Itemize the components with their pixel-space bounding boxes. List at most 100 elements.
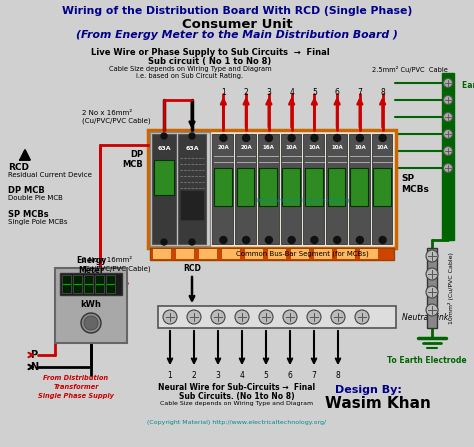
Circle shape [444,147,453,156]
Circle shape [163,310,177,324]
Text: 3: 3 [266,88,271,97]
Text: Neutral Link: Neutral Link [402,312,448,321]
Circle shape [161,133,167,139]
Circle shape [259,310,273,324]
Text: 3: 3 [216,371,220,380]
Bar [245,249,263,259]
Circle shape [189,133,195,139]
Text: SP
MCBs: SP MCBs [401,174,429,194]
Bar [350,168,368,206]
Bar [62,275,71,293]
Circle shape [355,310,369,324]
Text: To Earth Electrode: To Earth Electrode [387,356,467,365]
Text: 7: 7 [311,371,317,380]
Circle shape [426,250,438,262]
Circle shape [356,236,364,244]
Text: P: P [30,350,37,360]
Circle shape [426,304,438,316]
Circle shape [311,135,318,142]
Text: 6: 6 [288,371,292,380]
Text: 20A: 20A [218,145,229,150]
Bar [373,168,391,206]
Bar [150,248,394,260]
Circle shape [356,135,364,142]
Bar [212,134,233,244]
Bar [337,249,355,259]
Circle shape [265,236,273,244]
Bar [281,134,301,244]
Circle shape [288,135,295,142]
Text: 10A: 10A [331,145,343,150]
Text: RCD: RCD [183,264,201,273]
Circle shape [220,236,227,244]
Text: Energy
Meter: Energy Meter [76,256,106,275]
Polygon shape [20,150,30,160]
Circle shape [311,236,318,244]
Text: 2: 2 [191,371,196,380]
Bar [180,190,204,220]
Bar [176,249,194,259]
Text: kWh: kWh [81,300,101,309]
Bar [55,268,127,343]
Text: http://www.electricaltechnology.org: http://www.electricaltechnology.org [256,198,350,203]
Text: 1: 1 [221,88,226,97]
Bar [291,249,309,259]
Text: 5: 5 [312,88,317,97]
Text: 2 No x 16mm²: 2 No x 16mm² [82,257,132,263]
Bar [150,132,210,246]
Text: Cable Size depends on Wiring Type and Diagram: Cable Size depends on Wiring Type and Di… [109,66,271,72]
Text: 10mm² (Cu/PVC Cable): 10mm² (Cu/PVC Cable) [448,252,454,324]
Text: N: N [30,362,38,372]
Bar [106,275,115,293]
Bar [427,248,437,328]
Text: 1: 1 [168,371,173,380]
Circle shape [235,310,249,324]
Text: Neural Wire for Sub-Circuits →  Final: Neural Wire for Sub-Circuits → Final [158,383,316,392]
Bar [314,249,332,259]
Text: DP MCB: DP MCB [8,186,45,195]
Text: Double Pie MCB: Double Pie MCB [8,195,63,201]
Text: Wiring of the Distribution Board With RCD (Single Phase): Wiring of the Distribution Board With RC… [62,6,412,16]
Circle shape [444,130,453,139]
Circle shape [243,236,250,244]
Text: (Copyright Material) http://www.electricaltechnology.org/: (Copyright Material) http://www.electric… [147,420,327,425]
Bar [237,168,255,206]
Circle shape [81,313,101,333]
Circle shape [426,286,438,298]
Circle shape [243,135,250,142]
Circle shape [84,316,98,330]
Circle shape [187,310,201,324]
Text: Sub Circuits. (No 1to No 8): Sub Circuits. (No 1to No 8) [179,392,295,401]
Text: SP MCBs: SP MCBs [8,210,49,219]
Circle shape [444,96,453,105]
Text: Wasim Khan: Wasim Khan [325,396,431,411]
Bar [158,306,396,328]
Bar [258,134,279,244]
Bar [84,275,93,293]
Bar [326,134,347,244]
Text: 10A: 10A [309,145,320,150]
Text: 20A: 20A [240,145,252,150]
Bar [372,134,392,244]
Circle shape [161,239,167,245]
Text: 16A: 16A [263,145,275,150]
Text: 8: 8 [336,371,340,380]
Bar [214,168,232,206]
Text: Design By:: Design By: [335,385,402,395]
Text: 4: 4 [289,88,294,97]
Circle shape [307,310,321,324]
Text: Single Phase Supply: Single Phase Supply [38,393,114,399]
Text: 2.5mm² Cu/PVC  Cable: 2.5mm² Cu/PVC Cable [372,66,448,73]
Bar [442,73,454,240]
Circle shape [211,310,225,324]
Bar [303,134,324,244]
Circle shape [283,310,297,324]
Text: Sub circuit ( No 1 to No 8): Sub circuit ( No 1 to No 8) [148,57,272,66]
Text: 6: 6 [335,88,339,97]
Bar [235,134,256,244]
Circle shape [189,239,195,245]
Text: Live Wire or Phase Supply to Sub Circuits  →  Final: Live Wire or Phase Supply to Sub Circuit… [91,48,329,57]
Text: Transformer: Transformer [53,384,99,390]
Bar [328,168,346,206]
Text: From Distribution: From Distribution [44,375,109,381]
